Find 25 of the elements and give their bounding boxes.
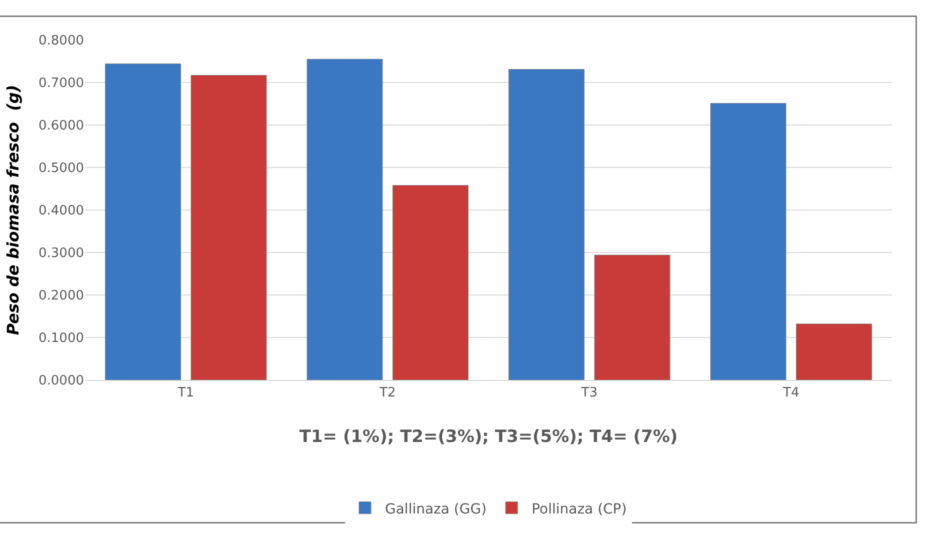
y-tick-label: 0.8000 <box>38 34 84 49</box>
bar <box>190 75 267 380</box>
x-tick-label: T3 <box>580 386 598 401</box>
bar <box>392 185 468 380</box>
x-axis-title: T1= (1%); T2=(3%); T3=(5%); T4= (7%) <box>299 427 678 447</box>
y-axis-title: Peso de biomasa fresco (g) <box>3 84 22 336</box>
y-tick-label: 0.1000 <box>38 331 84 346</box>
bar <box>508 69 584 380</box>
x-tick-label: T2 <box>378 386 396 401</box>
legend-label: Gallinaza (GG) <box>385 501 487 518</box>
bar <box>796 324 872 380</box>
y-tick-label: 0.4000 <box>38 204 84 219</box>
bar <box>306 58 383 380</box>
bar <box>710 103 786 380</box>
x-tick-label: T4 <box>782 386 800 401</box>
bar <box>594 254 670 380</box>
y-tick-label: 0.6000 <box>38 118 84 134</box>
y-tick-label: 0.3000 <box>38 246 84 262</box>
bar <box>105 64 181 380</box>
x-tick-label: T1 <box>176 386 194 401</box>
y-tick-label: 0.5000 <box>38 161 84 176</box>
legend-label: Pollinaza (CP) <box>532 501 627 518</box>
y-tick-label: 0.0000 <box>38 374 84 389</box>
y-tick-label: 0.7000 <box>38 76 84 92</box>
y-tick-label: 0.2000 <box>38 288 84 304</box>
